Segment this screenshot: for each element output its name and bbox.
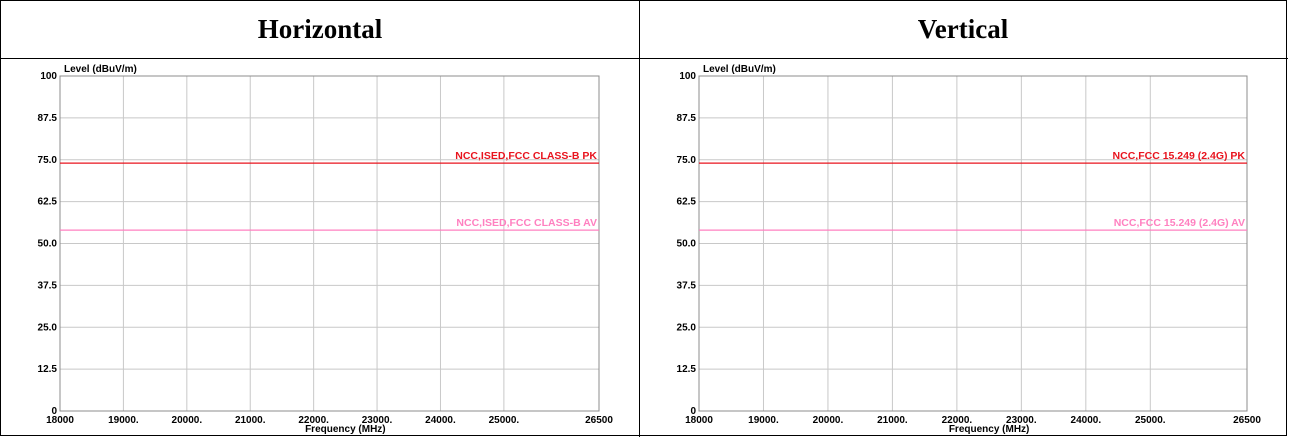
chart0-y-tick-label-0: 0 [51, 406, 57, 417]
chart1-limit-label-1: NCC,FCC 15.249 (2.4G) AV [1114, 217, 1245, 229]
chart-vertical-svg: 0 12.5 25.0 37.5 50.0 62.5 75.0 87.5 100 18000 190… [677, 64, 1262, 435]
chart1-x-tick-label-4: 22000. [942, 415, 973, 426]
chart1-y-tick-label-0: 0 [690, 406, 696, 417]
chart1-y-tick-label-4: 50.0 [677, 239, 697, 250]
chart1-x-tick-label-2: 20000. [813, 415, 844, 426]
chart1-y-tick-label-1: 12.5 [677, 364, 697, 375]
chart1-x-tick-label-7: 25000. [1135, 415, 1166, 426]
header-horizontal: Horizontal [257, 14, 383, 44]
chart0-x-tick-label-0: 18000 [46, 415, 74, 426]
chart1-y-tick-label-2: 25.0 [677, 322, 697, 333]
chart0-x-tick-label-2: 20000. [172, 415, 203, 426]
chart1-y-tick-label-3: 37.5 [677, 280, 697, 291]
header-vertical: Vertical [917, 14, 1009, 44]
chart0-x-tick-label-4: 22000. [298, 415, 329, 426]
chart1-x-tick-label-3: 21000. [877, 415, 908, 426]
chart1-x-tick-label-8: 26500 [1233, 415, 1261, 426]
chart0-x-tick-label-6: 24000. [425, 415, 456, 426]
chart0-y-tick-label-2: 25.0 [38, 322, 58, 333]
chart0-y-tick-label-6: 75.0 [38, 155, 58, 166]
column-divider [639, 1, 640, 437]
chart0-plot-frame [59, 75, 600, 412]
chart1-plot-frame [698, 75, 1248, 412]
chart1-y-axis-label: Level (dBuV/m) [703, 64, 776, 75]
chart1-x-tick-label-0: 18000 [685, 415, 713, 426]
chart0-x-tick-label-5: 23000. [362, 415, 393, 426]
chart1-y-tick-label-8: 100 [679, 71, 696, 82]
chart1-x-tick-label-1: 19000. [748, 415, 779, 426]
chart1-x-tick-label-5: 23000. [1006, 415, 1037, 426]
chart0-y-axis-label: Level (dBuV/m) [64, 64, 137, 75]
chart0-x-axis-label: Frequency (MHz) [305, 424, 386, 435]
chart0-y-tick-label-7: 87.5 [38, 113, 58, 124]
chart0-y-tick-label-8: 100 [40, 71, 57, 82]
chart0-y-tick-label-1: 12.5 [38, 364, 58, 375]
chart0-limit-label-1: NCC,ISED,FCC CLASS-B AV [456, 217, 597, 229]
chart-horizontal: 0 12.5 25.0 37.5 50.0 62.5 75.0 87.5 100 18000 190… [2, 59, 638, 436]
chart1-y-tick-label-5: 62.5 [677, 197, 697, 208]
chart0-x-tick-label-3: 21000. [235, 415, 266, 426]
chart1-y-tick-label-6: 75.0 [677, 155, 697, 166]
chart0-x-tick-label-7: 25000. [489, 415, 520, 426]
chart0-limit-label-0: NCC,ISED,FCC CLASS-B PK [455, 150, 597, 162]
chart-vertical: 0 12.5 25.0 37.5 50.0 62.5 75.0 87.5 100 18000 190… [641, 59, 1286, 436]
chart0-y-tick-label-4: 50.0 [38, 239, 58, 250]
chart0-x-tick-label-8: 26500 [585, 415, 613, 426]
chart0-y-tick-label-5: 62.5 [38, 197, 58, 208]
chart1-limit-label-0: NCC,FCC 15.249 (2.4G) PK [1113, 150, 1246, 162]
chart1-y-tick-label-7: 87.5 [677, 113, 697, 124]
chart-horizontal-svg: 0 12.5 25.0 37.5 50.0 62.5 75.0 87.5 100 18000 190… [38, 64, 614, 435]
chart1-x-axis-label: Frequency (MHz) [949, 424, 1030, 435]
row-divider [1, 58, 1288, 59]
chart1-x-tick-label-6: 24000. [1071, 415, 1102, 426]
chart0-y-tick-label-3: 37.5 [38, 280, 58, 291]
chart0-x-tick-label-1: 19000. [108, 415, 139, 426]
